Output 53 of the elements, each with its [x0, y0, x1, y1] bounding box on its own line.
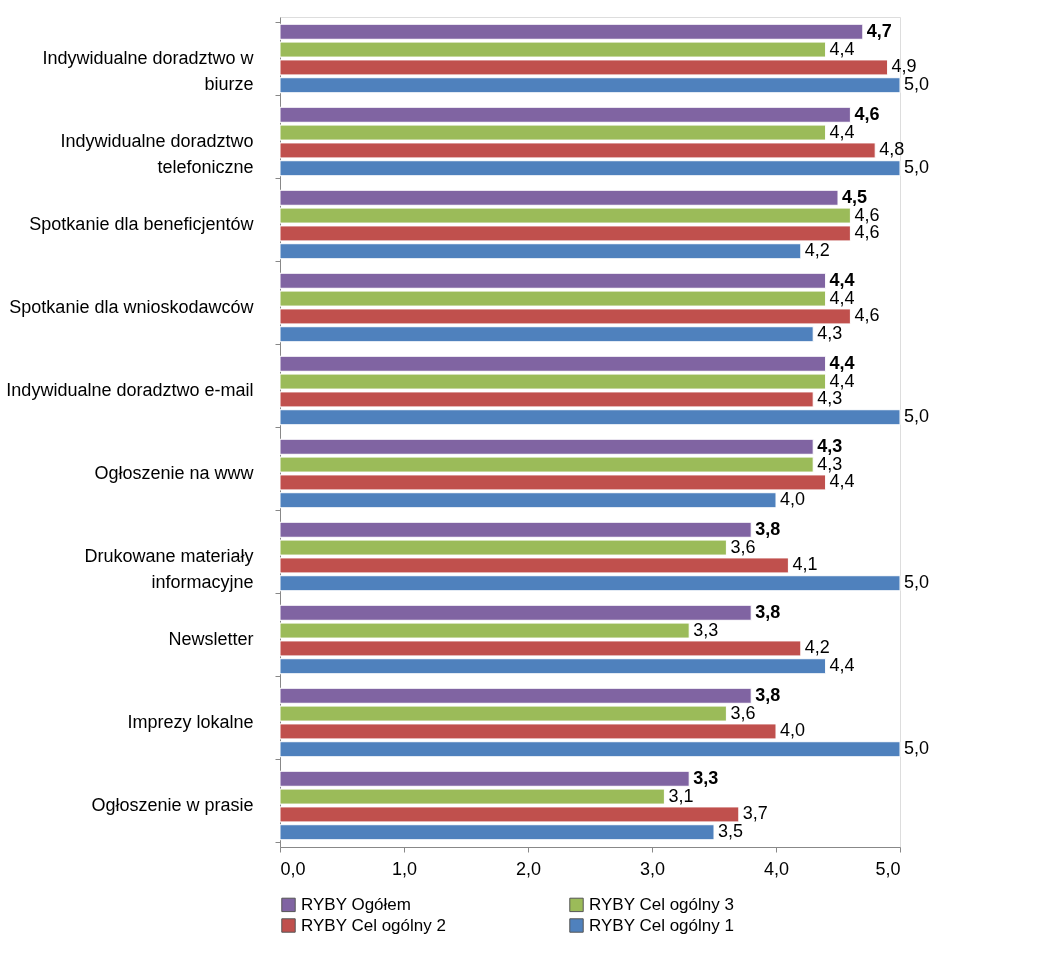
x-tick-label: 5,0: [875, 858, 901, 879]
data-label: 5,0: [904, 738, 930, 759]
y-tick-label: Ogłoszenie w prasie: [91, 795, 254, 815]
data-label: 4,4: [829, 269, 855, 290]
x-tick-label: 0,0: [280, 858, 306, 879]
y-tick-label: Indywidualne doradztwo telefoniczne: [60, 131, 254, 177]
data-label: 3,8: [755, 684, 781, 705]
y-tick-label: Spotkanie dla wnioskodawców: [9, 297, 255, 317]
data-label: 4,4: [829, 38, 855, 59]
legend-label: RYBY Cel ogólny 3: [589, 894, 734, 914]
data-label: 4,2: [804, 637, 830, 658]
x-tick-label: 4,0: [763, 858, 790, 879]
data-label: 4,0: [780, 720, 806, 741]
y-tick-label: Spotkanie dla beneficjentów: [29, 214, 255, 234]
data-label: 5,0: [904, 157, 930, 178]
data-label: 3,1: [668, 785, 694, 806]
data-label: 3,8: [755, 518, 781, 539]
legend-label: RYBY Ogółem: [301, 894, 411, 914]
y-tick-label: Indywidualne doradztwo w biurze: [42, 48, 255, 94]
data-label: 4,6: [854, 103, 880, 124]
data-label: 3,5: [718, 821, 744, 842]
legend-label: RYBY Cel ogólny 1: [589, 915, 734, 935]
data-label: 5,0: [904, 572, 930, 593]
data-label: 4,4: [829, 655, 855, 676]
y-tick-label: Imprezy lokalne: [127, 712, 254, 732]
data-label: 4,4: [829, 352, 855, 373]
data-label: 3,8: [755, 601, 781, 622]
data-label: 4,3: [817, 323, 843, 344]
legend-label: RYBY Cel ogólny 2: [301, 915, 446, 935]
data-label: 3,3: [693, 619, 719, 640]
y-tick-label: Newsletter: [168, 629, 254, 649]
data-label: 5,0: [904, 406, 930, 427]
data-label: 4,5: [842, 186, 868, 207]
data-label: 4,7: [866, 20, 892, 41]
data-label: 4,0: [780, 489, 806, 510]
data-label: 3,3: [693, 767, 719, 788]
data-label: 3,7: [742, 803, 768, 824]
data-label: 4,9: [891, 56, 917, 77]
data-label: 4,3: [817, 435, 843, 456]
y-tick-label: Ogłoszenie na www: [94, 463, 255, 483]
data-label: 3,6: [730, 536, 756, 557]
data-label: 4,6: [854, 305, 880, 326]
data-label: 4,8: [879, 139, 905, 160]
data-label: 4,1: [792, 554, 818, 575]
x-tick-label: 3,0: [639, 858, 666, 879]
y-tick-label: Indywidualne doradztwo e-mail: [6, 380, 254, 400]
x-tick-label: 2,0: [515, 858, 542, 879]
data-label: 4,2: [804, 240, 830, 261]
data-label: 3,6: [730, 702, 756, 723]
data-label: 4,4: [829, 121, 855, 142]
y-tick-label: Drukowane materiały informacyjne: [84, 546, 254, 592]
x-tick-label: 1,0: [391, 858, 418, 879]
data-label: 5,0: [904, 74, 930, 95]
